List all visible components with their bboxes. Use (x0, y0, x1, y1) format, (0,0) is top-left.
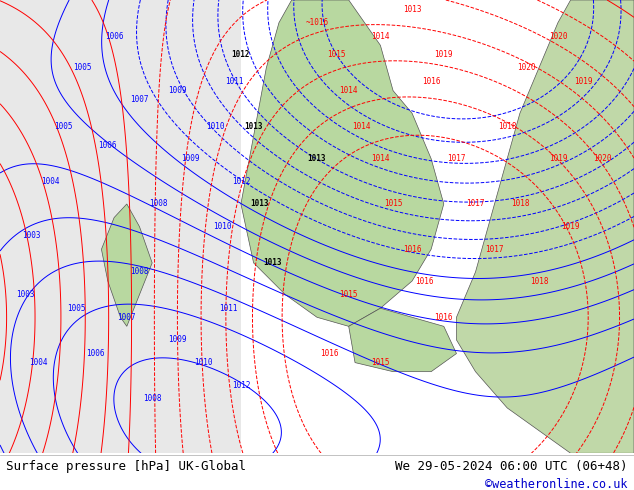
Text: 1017: 1017 (447, 154, 466, 163)
Text: 1016: 1016 (403, 245, 422, 254)
Text: 1013: 1013 (250, 199, 269, 208)
Text: 1009: 1009 (168, 86, 187, 95)
Text: 1005: 1005 (73, 64, 92, 73)
Text: 1005: 1005 (54, 122, 73, 131)
Text: 1012: 1012 (231, 50, 250, 59)
Text: 1006: 1006 (98, 141, 117, 149)
Text: 1015: 1015 (327, 50, 346, 59)
Text: ~1016: ~1016 (306, 18, 328, 27)
Polygon shape (241, 0, 444, 326)
Text: 1004: 1004 (41, 177, 60, 186)
Polygon shape (456, 0, 634, 453)
Text: 1008: 1008 (149, 199, 168, 208)
Text: 1012: 1012 (231, 381, 250, 390)
Text: 1003: 1003 (22, 231, 41, 240)
Text: 1019: 1019 (548, 154, 567, 163)
Text: 1014: 1014 (371, 32, 390, 41)
Text: 1013: 1013 (263, 258, 282, 268)
Polygon shape (0, 0, 241, 453)
Text: 1005: 1005 (67, 304, 86, 313)
Text: Surface pressure [hPa] UK-Global: Surface pressure [hPa] UK-Global (6, 460, 247, 473)
Text: 1013: 1013 (403, 4, 422, 14)
Text: 1006: 1006 (86, 349, 105, 358)
Text: 1014: 1014 (339, 86, 358, 95)
Text: 1018: 1018 (529, 276, 548, 286)
Text: 1014: 1014 (371, 154, 390, 163)
Text: 1020: 1020 (517, 64, 536, 73)
Text: 1019: 1019 (561, 222, 580, 231)
Text: 1020: 1020 (593, 154, 612, 163)
Text: 1020: 1020 (548, 32, 567, 41)
Text: 1018: 1018 (510, 199, 529, 208)
Text: 1017: 1017 (485, 245, 504, 254)
Text: 1019: 1019 (574, 77, 593, 86)
Text: 1012: 1012 (231, 177, 250, 186)
Text: 1009: 1009 (168, 336, 187, 344)
Text: 1016: 1016 (434, 313, 453, 322)
Text: 1015: 1015 (339, 290, 358, 299)
Text: 1011: 1011 (219, 304, 238, 313)
Text: 1015: 1015 (384, 199, 403, 208)
Text: 1007: 1007 (130, 95, 149, 104)
Text: 1008: 1008 (143, 394, 162, 403)
Text: 1018: 1018 (498, 122, 517, 131)
Text: 1010: 1010 (206, 122, 225, 131)
Text: 1004: 1004 (29, 358, 48, 367)
Text: 1008: 1008 (130, 268, 149, 276)
Text: 1010: 1010 (212, 222, 231, 231)
Text: 1011: 1011 (225, 77, 244, 86)
Text: 1010: 1010 (193, 358, 212, 367)
Text: 1015: 1015 (371, 358, 390, 367)
Text: We 29-05-2024 06:00 UTC (06+48): We 29-05-2024 06:00 UTC (06+48) (395, 460, 628, 473)
Text: 1006: 1006 (105, 32, 124, 41)
Text: 1014: 1014 (352, 122, 371, 131)
Text: 1009: 1009 (181, 154, 200, 163)
Text: 1007: 1007 (117, 313, 136, 322)
Text: ©weatheronline.co.uk: ©weatheronline.co.uk (485, 478, 628, 490)
Text: 1016: 1016 (415, 276, 434, 286)
Text: 1013: 1013 (307, 154, 327, 163)
Text: 1017: 1017 (466, 199, 485, 208)
Text: 1003: 1003 (16, 290, 35, 299)
Text: 1016: 1016 (320, 349, 339, 358)
Polygon shape (349, 308, 456, 371)
Text: 1016: 1016 (422, 77, 441, 86)
Text: 1013: 1013 (244, 122, 263, 131)
Text: 1019: 1019 (434, 50, 453, 59)
Polygon shape (101, 204, 152, 326)
